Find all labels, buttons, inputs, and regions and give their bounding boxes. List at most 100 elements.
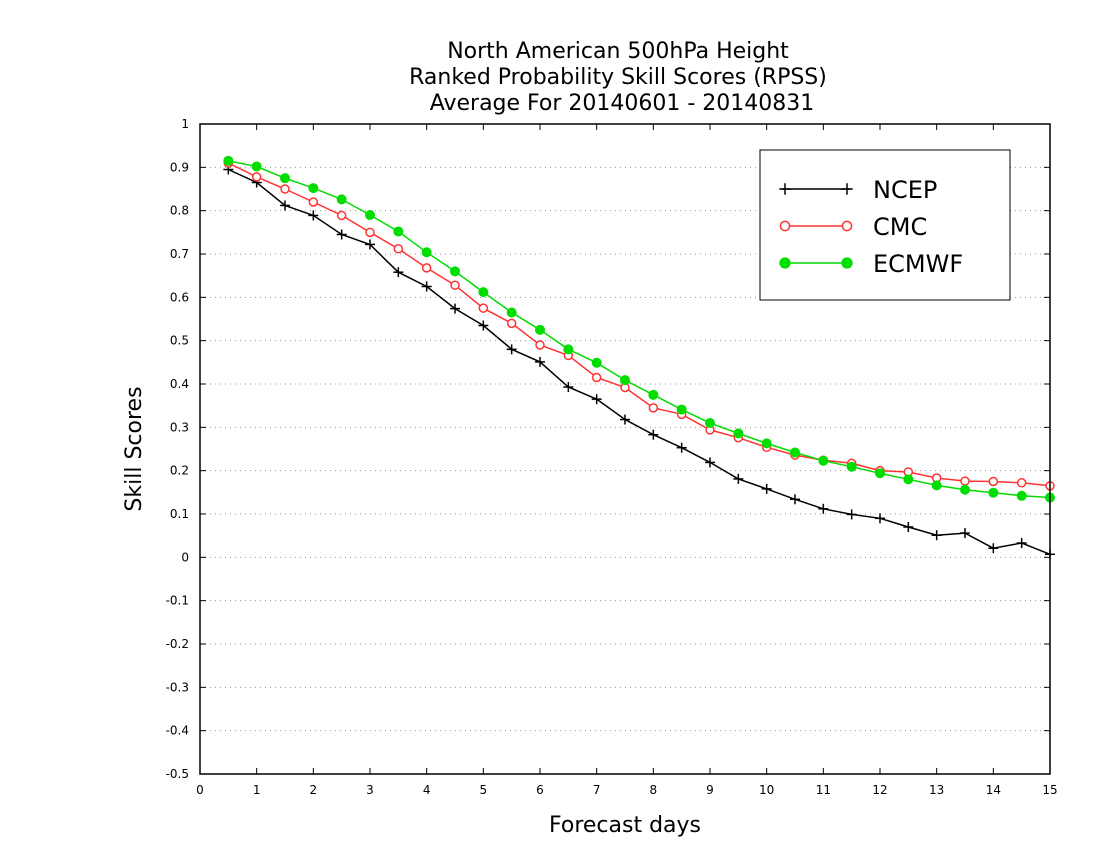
data-point-ncep bbox=[705, 457, 715, 468]
data-point-cmc bbox=[506, 318, 517, 329]
series-ecmwf bbox=[223, 155, 1055, 503]
data-point-ecmwf bbox=[705, 418, 715, 428]
data-point-ncep bbox=[478, 320, 489, 331]
data-point-ecmwf bbox=[960, 484, 970, 495]
legend-label-ecmwf: ECMWF bbox=[873, 250, 963, 278]
data-point-cmc bbox=[450, 280, 460, 290]
data-point-ncep bbox=[846, 509, 857, 520]
data-point-ecmwf bbox=[506, 307, 517, 318]
chart-title: North American 500hPa Height Ranked Prob… bbox=[409, 39, 827, 116]
x-tick-label: 5 bbox=[480, 783, 488, 797]
data-point-ecmwf bbox=[761, 438, 772, 449]
x-tick-label: 10 bbox=[759, 783, 774, 797]
data-point-ecmwf bbox=[421, 247, 432, 258]
y-tick-label: -0.4 bbox=[166, 724, 189, 738]
data-point-cmc bbox=[336, 210, 347, 221]
x-tick-label: 9 bbox=[706, 783, 714, 797]
x-tick-label: 12 bbox=[872, 783, 887, 797]
data-point-ecmwf bbox=[733, 428, 744, 439]
grid-lines bbox=[200, 166, 1050, 732]
data-point-cmc bbox=[365, 227, 375, 238]
data-point-ncep bbox=[676, 442, 687, 453]
y-axis-ticks: -0.5 -0.4 -0.3 -0.2 -0.1 0 0.1 0.2 0.3 0.4 0.5 0.6 0… bbox=[166, 117, 1050, 781]
data-point-cmc bbox=[393, 244, 404, 254]
legend-marker-start-ncep bbox=[779, 183, 791, 195]
series-ncep bbox=[223, 164, 1055, 560]
data-point-ncep bbox=[535, 356, 545, 367]
data-point-ncep bbox=[790, 494, 800, 505]
data-point-ncep bbox=[450, 303, 460, 314]
legend: NCEP CMC ECMWF bbox=[759, 149, 1011, 301]
data-point-ncep bbox=[1016, 538, 1027, 549]
data-point-cmc bbox=[280, 184, 290, 194]
series-line-cmc bbox=[227, 162, 1051, 487]
data-point-ecmwf bbox=[393, 226, 404, 237]
data-point-ncep bbox=[931, 530, 942, 541]
y-tick-label: 0.1 bbox=[170, 507, 189, 521]
data-point-ncep bbox=[875, 513, 885, 524]
y-tick-label: 0.7 bbox=[170, 247, 189, 261]
data-point-ncep bbox=[903, 522, 914, 532]
data-point-ecmwf bbox=[875, 468, 885, 479]
x-tick-label: 0 bbox=[196, 783, 204, 797]
data-point-ncep bbox=[308, 210, 319, 221]
plot-frame bbox=[199, 123, 1051, 775]
data-point-cmc bbox=[591, 372, 602, 383]
data-point-ecmwf bbox=[365, 210, 375, 220]
legend-item-cmc: CMC bbox=[779, 213, 927, 241]
data-point-ecmwf bbox=[223, 155, 234, 166]
data-point-cmc bbox=[988, 476, 999, 487]
y-tick-label: -0.3 bbox=[166, 680, 189, 694]
data-point-ncep bbox=[336, 229, 347, 240]
legend-box bbox=[759, 149, 1011, 301]
legend-marker-end-ecmwf bbox=[841, 257, 853, 269]
data-point-ncep bbox=[988, 543, 999, 554]
series-line-ncep bbox=[227, 168, 1051, 555]
x-tick-label: 14 bbox=[986, 783, 1001, 797]
data-point-ecmwf bbox=[931, 480, 942, 491]
legend-item-ncep: NCEP bbox=[779, 176, 937, 204]
x-tick-label: 15 bbox=[1042, 783, 1057, 797]
data-point-ecmwf bbox=[846, 461, 857, 472]
y-tick-label: 0.8 bbox=[170, 204, 189, 218]
y-tick-label: 0.3 bbox=[170, 420, 189, 434]
legend-label-ncep: NCEP bbox=[873, 176, 937, 204]
x-tick-label: 13 bbox=[929, 783, 944, 797]
data-point-ecmwf bbox=[563, 344, 574, 355]
x-tick-label: 7 bbox=[593, 783, 601, 797]
data-point-ecmwf bbox=[648, 389, 659, 400]
x-axis-label: Forecast days bbox=[549, 813, 701, 838]
data-point-cmc bbox=[308, 197, 319, 207]
data-point-ecmwf bbox=[535, 324, 545, 335]
x-axis-ticks: 0 1 2 3 4 5 6 7 8 9 10 11 12 13 14 15 bbox=[196, 124, 1058, 797]
x-tick-label: 8 bbox=[650, 783, 658, 797]
data-point-ecmwf bbox=[251, 161, 262, 172]
data-point-ecmwf bbox=[478, 287, 489, 298]
legend-item-ecmwf: ECMWF bbox=[779, 250, 963, 278]
data-point-ncep bbox=[506, 344, 517, 355]
legend-marker-start-ecmwf bbox=[779, 257, 791, 269]
x-tick-label: 6 bbox=[536, 783, 544, 797]
data-point-ncep bbox=[761, 483, 772, 494]
y-tick-label: 0.2 bbox=[170, 464, 189, 478]
data-point-ecmwf bbox=[903, 474, 914, 485]
data-point-ncep bbox=[733, 473, 744, 484]
data-point-ecmwf bbox=[308, 183, 319, 194]
x-tick-label: 1 bbox=[253, 783, 261, 797]
title-line-3: Average For 20140601 - 20140831 bbox=[430, 91, 815, 116]
y-tick-label: 1 bbox=[181, 117, 189, 131]
legend-marker-start-cmc bbox=[779, 220, 791, 232]
series-layer bbox=[223, 155, 1055, 560]
data-point-ncep bbox=[421, 281, 432, 292]
data-point-ncep bbox=[591, 394, 602, 405]
x-tick-label: 3 bbox=[366, 783, 374, 797]
legend-label-cmc: CMC bbox=[873, 213, 927, 241]
y-tick-label: 0.9 bbox=[170, 160, 189, 174]
data-point-ecmwf bbox=[336, 194, 347, 205]
data-point-ecmwf bbox=[280, 173, 290, 184]
data-point-ecmwf bbox=[450, 266, 460, 277]
data-point-cmc bbox=[478, 303, 489, 313]
data-point-ncep bbox=[365, 239, 375, 250]
data-point-ncep bbox=[563, 382, 574, 393]
x-tick-label: 2 bbox=[310, 783, 318, 797]
